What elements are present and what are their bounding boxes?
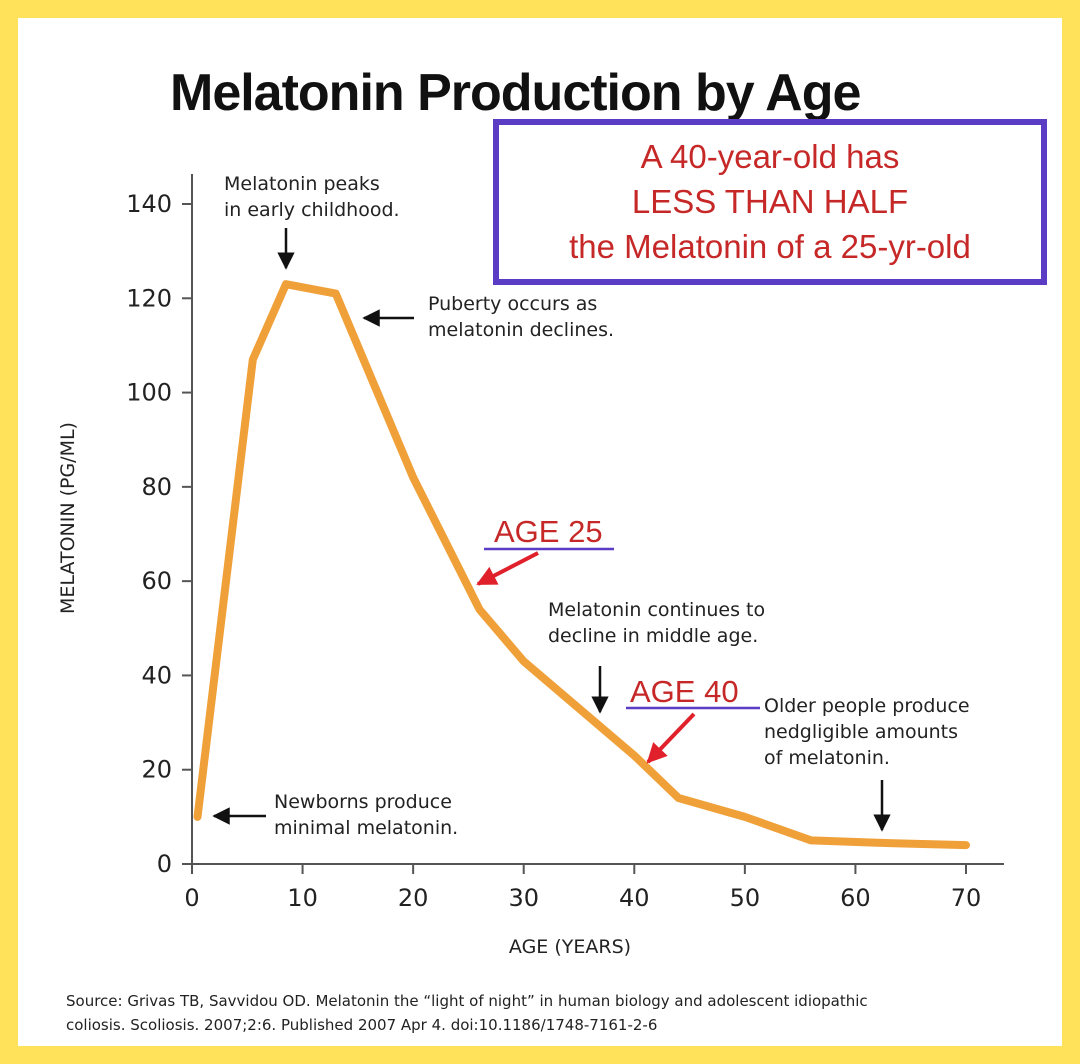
x-tick-label: 30 bbox=[508, 884, 539, 912]
data-point bbox=[675, 795, 682, 801]
annotation-middle-line-1: Melatonin continues to bbox=[548, 599, 765, 621]
age-40-arrow bbox=[646, 712, 696, 764]
data-point bbox=[874, 839, 881, 846]
x-tick-label: 70 bbox=[951, 884, 982, 912]
x-tick-label: 20 bbox=[398, 884, 429, 912]
data-point bbox=[963, 842, 969, 849]
annotation-middle-line-2: decline in middle age. bbox=[548, 625, 758, 647]
data-point bbox=[249, 356, 256, 363]
x-tick-label: 10 bbox=[287, 884, 318, 912]
data-point bbox=[576, 705, 582, 712]
callout-line-3: the Melatonin of a 25-yr-old bbox=[569, 228, 971, 265]
annotation-older-line-2: nedgligible amounts bbox=[764, 721, 958, 743]
x-axis-ticks: 0 10 20 30 40 50 60 70 bbox=[184, 864, 981, 912]
y-axis-label: MELATONIN (PG/ML) bbox=[57, 422, 79, 614]
annotation-puberty-line-2: melatonin declines. bbox=[428, 319, 614, 341]
x-tick-label: 50 bbox=[730, 884, 761, 912]
y-tick-label: 120 bbox=[126, 284, 172, 312]
callout-line-2: LESS THAN HALF bbox=[632, 183, 908, 220]
age-25-label: AGE 25 bbox=[494, 514, 603, 549]
data-point bbox=[282, 281, 289, 288]
annotation-older-line-3: of melatonin. bbox=[764, 747, 890, 769]
callout-box bbox=[493, 119, 1047, 285]
age-25-arrow bbox=[476, 551, 539, 586]
y-tick-label: 140 bbox=[126, 190, 172, 218]
data-point bbox=[476, 606, 483, 613]
annotation-puberty-line-1: Puberty occurs as bbox=[428, 293, 597, 315]
annotation-newborn-line-1: Newborns produce bbox=[274, 791, 452, 813]
y-axis-ticks: 0 20 40 60 80 100 120 140 bbox=[126, 190, 192, 878]
data-point bbox=[741, 813, 748, 820]
x-tick-label: 40 bbox=[619, 884, 650, 912]
data-point bbox=[631, 752, 638, 759]
annotation-peak-line-2: in early childhood. bbox=[224, 199, 400, 221]
y-tick-label: 100 bbox=[126, 379, 172, 407]
y-tick-label: 60 bbox=[141, 567, 172, 595]
data-point bbox=[410, 474, 417, 481]
y-tick-label: 20 bbox=[141, 756, 172, 784]
melatonin-series-line bbox=[193, 280, 970, 850]
data-point bbox=[808, 837, 815, 844]
annotation-peak-line-1: Melatonin peaks bbox=[224, 173, 380, 195]
data-point bbox=[520, 658, 527, 665]
x-axis-label: AGE (YEARS) bbox=[509, 936, 631, 958]
data-points bbox=[194, 281, 969, 849]
annotation-older-line-1: Older people produce bbox=[764, 695, 970, 717]
data-point bbox=[332, 290, 339, 297]
source-line-1: Source: Grivas TB, Savvidou OD. Melatoni… bbox=[66, 992, 868, 1010]
chart-title: Melatonin Production by Age bbox=[170, 64, 860, 122]
data-point bbox=[194, 813, 201, 820]
y-tick-label: 40 bbox=[141, 661, 172, 689]
age-40-label: AGE 40 bbox=[630, 674, 739, 709]
chart-frame: Melatonin Production by Age A 40-year-ol… bbox=[18, 18, 1062, 1046]
source-line-2: coliosis. Scoliosis. 2007;2:6. Published… bbox=[66, 1016, 657, 1034]
callout-line-1: A 40-year-old has bbox=[641, 138, 900, 175]
x-tick-label: 60 bbox=[840, 884, 871, 912]
annotation-newborn-line-2: minimal melatonin. bbox=[274, 817, 458, 839]
chart-svg: Melatonin Production by Age A 40-year-ol… bbox=[57, 64, 1047, 1034]
y-tick-label: 80 bbox=[141, 473, 172, 501]
x-tick-label: 0 bbox=[184, 884, 199, 912]
y-tick-label: 0 bbox=[157, 850, 172, 878]
